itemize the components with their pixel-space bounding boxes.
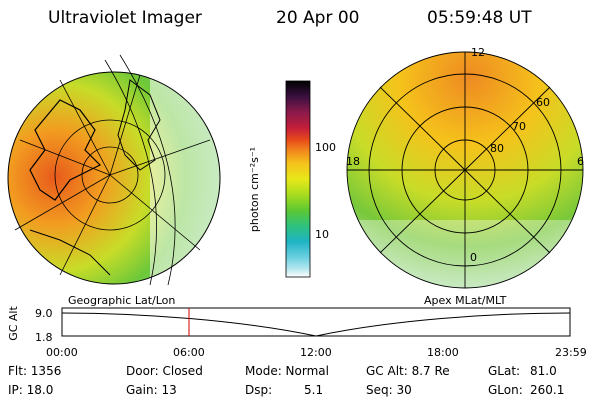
orbit-ytick-high: 9.0 xyxy=(35,307,53,320)
mode-value: Mode: Normal xyxy=(245,364,329,378)
mlt-label-0: 0 xyxy=(470,251,477,264)
gc-altitude: GC Alt: 8.7 Re xyxy=(366,364,450,378)
colorbar xyxy=(285,80,311,278)
mlt-label-12: 12 xyxy=(471,46,485,59)
orbit-xtick-0600: 06:00 xyxy=(173,346,205,359)
dsp-value: 5.1 xyxy=(304,383,324,397)
colorbar-tick-10: 10 xyxy=(315,228,329,241)
ip-value: IP: 18.0 xyxy=(8,383,54,397)
instrument-title: Ultraviolet Imager xyxy=(48,8,202,28)
orbit-ytick-low: 1.8 xyxy=(35,331,53,344)
right-panel-caption: Apex MLat/MLT xyxy=(424,294,507,307)
orbit-xtick-2359: 23:59 xyxy=(555,346,587,359)
glat-value: 81.0 xyxy=(530,364,557,378)
glon-label: GLon: xyxy=(488,383,523,397)
dsp-label: Dsp: xyxy=(245,383,273,397)
colorbar-label: photon cm⁻²s⁻¹ xyxy=(248,146,262,233)
date-label: 20 Apr 00 xyxy=(276,8,360,28)
orbit-xtick-0000: 00:00 xyxy=(46,346,78,359)
geographic-image xyxy=(7,54,221,286)
time-label: 05:59:48 UT xyxy=(427,8,532,28)
orbit-xtick-1800: 18:00 xyxy=(427,346,459,359)
sequence-number: Seq: 30 xyxy=(366,383,412,397)
mlat-label-70: 70 xyxy=(512,120,526,133)
left-panel-caption: Geographic Lat/Lon xyxy=(68,294,176,307)
mlt-label-6: 6 xyxy=(577,155,584,168)
glat-label: GLat: xyxy=(488,364,521,378)
orbit-altitude-plot xyxy=(61,307,571,337)
mlat-label-60: 60 xyxy=(536,96,550,109)
gain-value: Gain: 13 xyxy=(126,383,177,397)
glon-value: 260.1 xyxy=(530,383,565,397)
polar-image xyxy=(346,51,584,289)
mlt-label-18: 18 xyxy=(346,155,360,168)
colorbar-tick-100: 100 xyxy=(315,141,336,154)
door-status: Door: Closed xyxy=(126,364,203,378)
orbit-xtick-1200: 12:00 xyxy=(300,346,332,359)
flight-number: Flt: 1356 xyxy=(8,364,62,378)
mlat-label-80: 80 xyxy=(490,142,504,155)
orbit-ylabel: GC Alt xyxy=(6,306,20,341)
